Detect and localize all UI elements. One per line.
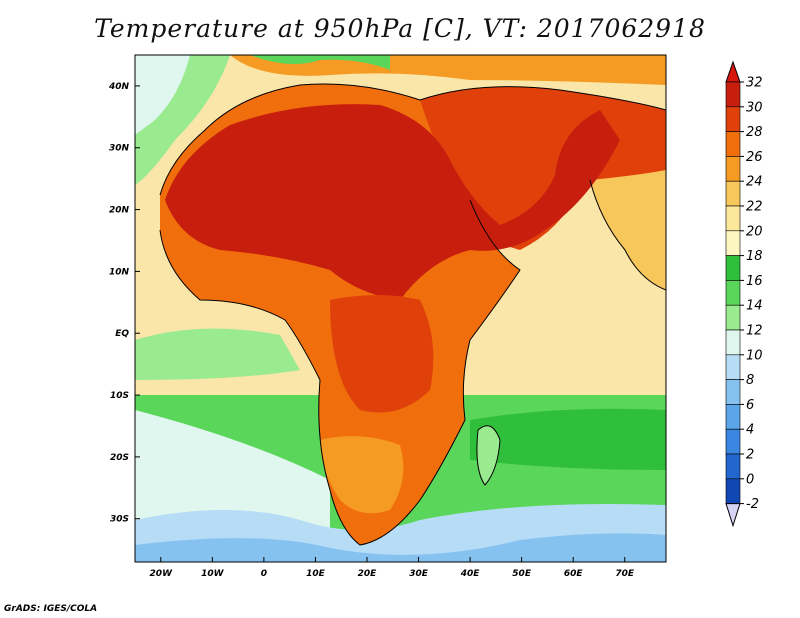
- nw-ocean-light: [135, 55, 190, 135]
- longitude-axis: 20W 10W 0 10E 20E 30E 40E 50E 60E 70E: [150, 557, 635, 579]
- central-africa-warm: [330, 295, 434, 413]
- colorbar-swatch: [725, 404, 741, 430]
- lon-tick-label: 10W: [201, 569, 225, 579]
- grads-credit: GrADS: IGES/COLA: [4, 604, 98, 614]
- india-coastline: [589, 179, 666, 291]
- lon-tick-label: 60E: [564, 569, 584, 579]
- lon-tick-label: 30E: [409, 569, 429, 579]
- lat-tick-label: 40N: [108, 82, 130, 92]
- colorbar-label: 6: [746, 398, 754, 413]
- colorbar-swatch: [725, 106, 741, 132]
- europe-green: [250, 55, 390, 70]
- colorbar-label: 4: [746, 423, 754, 438]
- lat-tick-label: EQ: [115, 329, 129, 339]
- colorbar-swatch: [725, 329, 741, 356]
- lat-tick-label: 10N: [109, 267, 130, 277]
- colorbar-label: -2: [746, 497, 759, 512]
- colorbar-swatch: [725, 453, 741, 480]
- lon-tick-label: 20E: [358, 569, 378, 579]
- lat-tick-label: 20S: [110, 453, 129, 463]
- lon-tick-label: 20W: [150, 569, 174, 579]
- europe-orange: [230, 55, 666, 85]
- colorbar-label: 2: [746, 448, 754, 463]
- lat-tick-label: 20N: [109, 206, 130, 216]
- colorbar-swatch: [725, 379, 741, 405]
- colorbar-top-arrow: [725, 60, 741, 83]
- colorbar-swatch: [725, 230, 741, 256]
- madagascar-coastline: [476, 425, 501, 486]
- colorbar-label: 32: [746, 76, 763, 91]
- colorbar-swatch: [725, 478, 741, 504]
- colorbar-label: 18: [746, 249, 763, 264]
- madagascar: [476, 425, 500, 485]
- lon-tick-label: 70E: [615, 569, 635, 579]
- colorbar-label: 12: [746, 324, 763, 339]
- hot-core: [165, 104, 620, 300]
- colorbar-label: 14: [746, 299, 763, 314]
- colorbar-label: 0: [746, 472, 754, 487]
- colorbar-label: 16: [746, 274, 763, 289]
- lon-tick-label: 0: [261, 569, 267, 579]
- colorbar-swatch: [725, 156, 741, 182]
- colorbar-swatch: [725, 180, 741, 207]
- band-gulf-green: [135, 328, 300, 380]
- colorbar-label: 8: [746, 373, 754, 388]
- lon-tick-label: 10E: [306, 569, 326, 579]
- colorbar-label: 28: [746, 125, 763, 140]
- colorbar-swatch: [725, 280, 741, 306]
- colorbar-label: 24: [746, 175, 763, 190]
- colorbar-swatch: [725, 205, 741, 232]
- lon-tick-label: 50E: [512, 569, 532, 579]
- colorbar-bottom-arrow: [725, 503, 741, 528]
- india-land: [590, 170, 666, 290]
- lat-tick-label: 30S: [110, 515, 129, 525]
- colorbar-label: 10: [746, 348, 763, 363]
- africa-coastline: [159, 199, 521, 546]
- temperature-field: [135, 55, 666, 562]
- plot-frame: [134, 54, 667, 563]
- colorbar-label: 22: [746, 200, 763, 215]
- band-indian-green: [470, 408, 666, 470]
- colorbar-label: 30: [746, 100, 763, 115]
- band-south-blue: [135, 533, 666, 562]
- colorbar-label: 26: [746, 150, 763, 165]
- map-title: Temperature at 950hPa [C], VT: 201706291…: [94, 14, 706, 43]
- colorbar-swatch: [725, 131, 741, 157]
- lat-tick-label: 10S: [110, 391, 129, 401]
- southern-africa: [320, 436, 404, 514]
- latitude-axis: 40N 30N 20N 10N EQ 10S 20S 30S: [108, 82, 140, 525]
- lon-tick-label: 40E: [460, 569, 481, 579]
- colorbar-swatch: [725, 255, 741, 281]
- colorbar-swatch: [725, 304, 741, 331]
- north-coastline: [159, 83, 666, 196]
- colorbar-swatch: [725, 428, 741, 455]
- colorbar-label: 20: [746, 224, 763, 239]
- colorbar-swatch: [725, 81, 741, 108]
- colorbar-swatch: [725, 354, 741, 380]
- lat-tick-label: 30N: [109, 144, 130, 154]
